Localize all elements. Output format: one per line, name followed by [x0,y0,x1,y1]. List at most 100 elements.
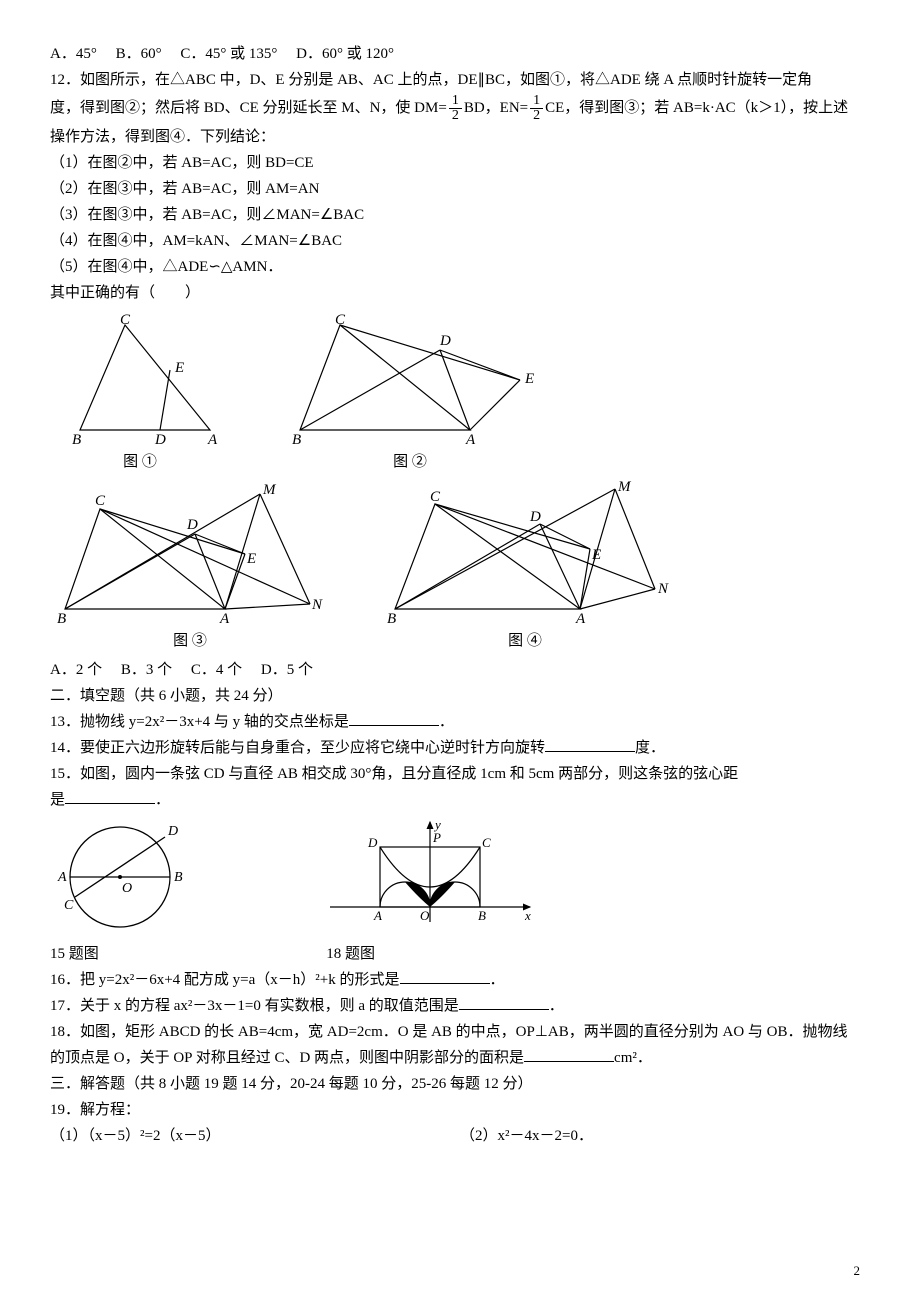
q18-y: y [433,817,441,832]
section3-header: 三．解答题（共 8 小题 19 题 14 分，20-24 每题 10 分，25-… [50,1072,870,1096]
q14-suffix: 度． [635,740,665,756]
q15-A: A [57,870,67,885]
q18-fig: A B C D O P x y [320,817,540,937]
frac-half-1: 12 [449,94,462,123]
q11-optB: B．60° [116,46,162,62]
frac-num2: 1 [530,94,543,109]
q12-s5: （5）在图④中，△ADE∽△AMN． [50,255,870,279]
q15-blank[interactable] [65,788,155,804]
q15-cap: 15 题图 [50,946,99,962]
q13: 13．抛物线 y=2x²－3x+4 与 y 轴的交点坐标是 ． [50,710,870,734]
lbl-A2: A [465,432,476,448]
lbl-N4: N [657,581,669,597]
q18-cap: 18 题图 [326,946,375,962]
q12-fig1-svg: C E B D A [50,310,230,450]
q13-suffix: ． [439,714,454,730]
q18-line2a: 的顶点是 O，关于 OP 对称且经过 C、D 两点，则图中阴影部分的面积是 [50,1050,524,1066]
q12-options: A．2 个 B．3 个 C．4 个 D．5 个 [50,658,870,682]
page-number: 2 [854,1261,861,1282]
q12-optB: B．3 个 [121,662,172,678]
q11-optA: A．45° [50,46,97,62]
q18-blank[interactable] [524,1046,614,1062]
lbl-D3: D [186,517,198,533]
q18-P: P [432,830,441,845]
lbl-B2: B [292,432,301,448]
q12-stem2c: CE，得到图③；若 AB=k·AC（k＞1），按上述 [545,100,848,116]
q17-blank[interactable] [459,994,549,1010]
q12-tail: 其中正确的有（ ） [50,281,870,305]
q18-O: O [420,908,430,923]
q15-fig: A B C D O [50,817,200,937]
q12-fig3-label: 图 ③ [173,629,207,653]
q16: 16．把 y=2x²－6x+4 配方成 y=a（x－h）²+k 的形式是． [50,968,870,992]
q15-line1: 15．如图，圆内一条弦 CD 与直径 AB 相交成 30°角，且分直径成 1cm… [50,762,870,786]
q16-suffix: ． [490,972,505,988]
lbl-E3: E [246,551,256,567]
q12-optA: A．2 个 [50,662,102,678]
q18-fig-svg: A B C D O P x y [320,817,540,937]
q12-optC: C．4 个 [191,662,242,678]
q18-line2: 的顶点是 O，关于 OP 对称且经过 C、D 两点，则图中阴影部分的面积是cm²… [50,1046,870,1070]
lbl-C4: C [430,489,441,505]
q18-line1: 18．如图，矩形 ABCD 的长 AB=4cm，宽 AD=2cm．O 是 AB … [50,1020,870,1044]
q12-fig3: C D E B A M N 图 ③ [50,479,330,653]
lbl-B4: B [387,611,396,627]
q13-blank[interactable] [349,710,439,726]
section2-header: 二．填空题（共 6 小题，共 24 分） [50,684,870,708]
fig-captions: 15 题图 18 题图 [50,942,870,966]
lbl-C: C [120,312,131,328]
q19-part1: （1）（x－5）²=2（x－5） [50,1124,460,1148]
q18-C: C [482,835,491,850]
q16-blank[interactable] [400,968,490,984]
q12-stem2a: 度，得到图②；然后将 BD、CE 分别延长至 M、N，使 DM= [50,100,447,116]
q19-head: 19．解方程： [50,1098,870,1122]
q12-fig3-svg: C D E B A M N [50,479,330,629]
frac-den: 2 [449,109,462,123]
lbl-E4: E [591,547,601,563]
q11-options: A．45° B．60° C．45° 或 135° D．60° 或 120° [50,42,870,66]
q14-blank[interactable] [545,736,635,752]
q18-B: B [478,908,486,923]
q12-stem-line1: 12．如图所示，在△ABC 中，D、E 分别是 AB、AC 上的点，DE∥BC，… [50,68,870,92]
q12-stem2b: BD，EN= [464,100,528,116]
lbl-M4: M [617,479,632,495]
lbl-D4: D [529,509,541,525]
q12-figs-row1: C E B D A 图 ① C D E B A [50,310,870,474]
lbl-B: B [72,432,81,448]
q15-C: C [64,898,74,913]
q12-optD: D．5 个 [261,662,313,678]
q18-A: A [373,908,382,923]
lbl-C2: C [335,312,346,328]
q12-fig2-svg: C D E B A [280,310,540,450]
q18-x: x [524,908,531,923]
q14: 14．要使正六边形旋转后能与自身重合，至少应将它绕中心逆时针方向旋转度． [50,736,870,760]
lbl-E: E [174,360,184,376]
q12-fig4-svg: C D E B A M N [380,479,670,629]
q11-optD: D．60° 或 120° [296,46,394,62]
q12-fig4: C D E B A M N 图 ④ [380,479,670,653]
q15-O: O [122,881,132,896]
lbl-N3: N [311,597,323,613]
lbl-E2: E [524,371,534,387]
lbl-D: D [154,432,166,448]
frac-half-2: 12 [530,94,543,123]
q12-s3: （3）在图③中，若 AB=AC，则∠MAN=∠BAC [50,203,870,227]
q17-suffix: ． [549,998,564,1014]
q12-fig2-label: 图 ② [393,450,427,474]
q12-s1: （1）在图②中，若 AB=AC，则 BD=CE [50,151,870,175]
q12-fig1-label: 图 ① [123,450,157,474]
frac-num: 1 [449,94,462,109]
q15-fig-svg: A B C D O [50,817,200,937]
q19-part2: （2）x²－4x－2=0． [460,1124,870,1148]
lbl-A3: A [219,611,230,627]
q15-D: D [167,824,178,839]
q13-text: 13．抛物线 y=2x²－3x+4 与 y 轴的交点坐标是 [50,714,349,730]
q12-figs-row2: C D E B A M N 图 ③ [50,479,870,653]
lbl-C3: C [95,493,106,509]
q17: 17．关于 x 的方程 ax²－3x－1=0 有实数根，则 a 的取值范围是． [50,994,870,1018]
q15-line2b: ． [155,792,170,808]
frac-den2: 2 [530,109,543,123]
q12-fig1: C E B D A 图 ① [50,310,230,474]
q12-stem-line3: 操作方法，得到图④．下列结论： [50,125,870,149]
q12-fig2: C D E B A 图 ② [280,310,540,474]
